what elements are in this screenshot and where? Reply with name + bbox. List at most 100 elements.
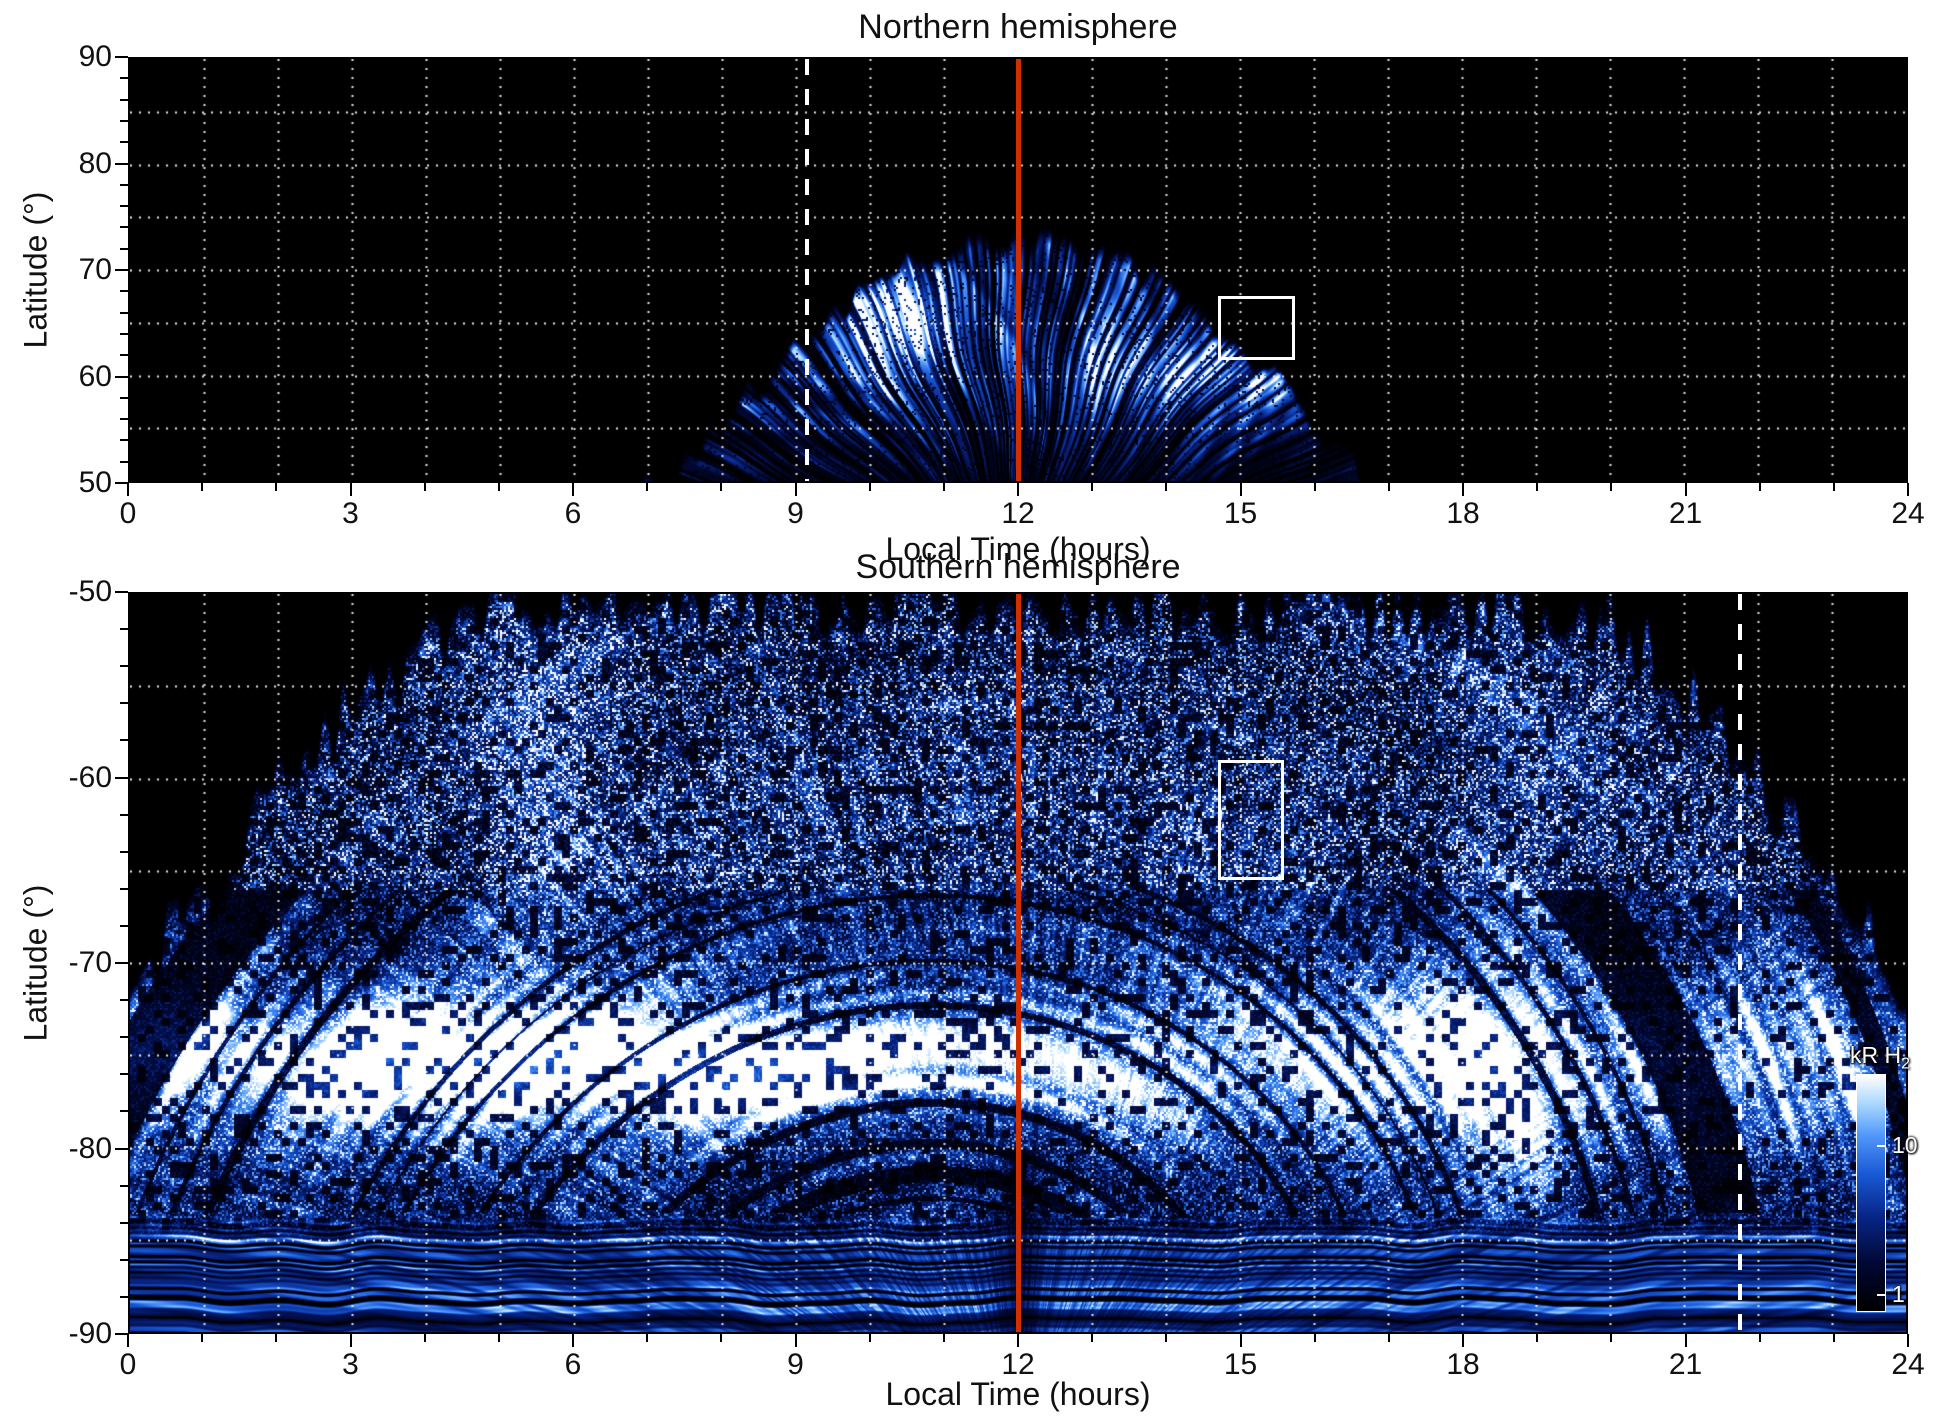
x-tick-north bbox=[1091, 483, 1094, 491]
x-tick-north bbox=[497, 483, 500, 491]
y-tick-north bbox=[120, 205, 128, 208]
y-tick-south bbox=[120, 1110, 128, 1113]
x-tick-north bbox=[1462, 483, 1464, 496]
x-tick-north bbox=[572, 483, 574, 496]
x-tick-label-north: 24 bbox=[1891, 497, 1925, 530]
x-tick-north bbox=[1387, 483, 1390, 491]
y-tick-north bbox=[120, 183, 128, 186]
y-tick-north bbox=[120, 247, 128, 250]
x-tick-south bbox=[1387, 1334, 1390, 1342]
x-tick-south bbox=[1239, 1334, 1242, 1347]
x-tick-south bbox=[1165, 1334, 1168, 1342]
x-tick-north bbox=[794, 483, 797, 496]
y-tick-south bbox=[115, 1147, 128, 1150]
x-tick-north bbox=[349, 483, 352, 496]
x-tick-north bbox=[1313, 483, 1316, 491]
x-tick-south bbox=[1684, 1334, 1687, 1347]
x-tick-north bbox=[868, 483, 871, 491]
x-tick-label-north: 15 bbox=[1223, 497, 1258, 530]
y-tick-label-north: 70 bbox=[78, 253, 112, 286]
x-tick-north bbox=[1017, 483, 1019, 496]
x-tick-label-north: 9 bbox=[787, 497, 804, 530]
colorbar-tick bbox=[1877, 1294, 1885, 1297]
x-tick-north bbox=[127, 483, 129, 496]
x-tick-north bbox=[720, 483, 723, 491]
y-tick-label-south: -50 bbox=[68, 575, 112, 608]
y-tick-north bbox=[115, 56, 128, 58]
y-tick-south bbox=[115, 1333, 128, 1335]
x-tick-label-north: 3 bbox=[342, 497, 359, 530]
x-tick-north bbox=[1239, 483, 1242, 496]
south-x-axis-label: Local Time (hours) bbox=[885, 1376, 1151, 1412]
x-tick-south bbox=[1758, 1334, 1761, 1342]
x-tick-north bbox=[201, 483, 204, 491]
x-tick-south bbox=[349, 1334, 352, 1347]
colorbar-tick bbox=[1877, 1144, 1885, 1147]
x-tick-north bbox=[1684, 483, 1687, 496]
x-tick-south bbox=[646, 1334, 649, 1342]
x-tick-south bbox=[1610, 1334, 1613, 1342]
y-tick-south bbox=[120, 702, 128, 705]
south-plot-area bbox=[128, 592, 1908, 1334]
y-tick-label-north: 90 bbox=[78, 40, 112, 73]
x-tick-label-south: 12 bbox=[1001, 1348, 1035, 1381]
y-tick-north bbox=[120, 396, 128, 399]
y-tick-south bbox=[120, 739, 128, 742]
x-tick-south bbox=[423, 1334, 426, 1342]
south-noon-line bbox=[1015, 594, 1021, 1332]
y-tick-north bbox=[120, 141, 128, 144]
colorbar-gradient bbox=[1856, 1074, 1886, 1312]
y-tick-south bbox=[115, 962, 128, 964]
x-tick-north bbox=[1165, 483, 1168, 491]
x-tick-south bbox=[1832, 1334, 1835, 1342]
x-tick-south bbox=[1091, 1334, 1094, 1342]
south-dashed-marker-line bbox=[1737, 594, 1742, 1332]
x-tick-north bbox=[1758, 483, 1761, 491]
x-tick-label-south: 0 bbox=[119, 1348, 137, 1381]
y-tick-south bbox=[120, 887, 128, 890]
y-tick-label-south: -80 bbox=[68, 1131, 112, 1165]
y-tick-label-north: 80 bbox=[78, 146, 112, 180]
colorbar-label-subscript: 2 bbox=[1901, 1055, 1911, 1073]
x-tick-label-north: 0 bbox=[119, 497, 137, 530]
y-tick-north bbox=[120, 77, 128, 80]
x-tick-label-south: 9 bbox=[787, 1348, 804, 1381]
x-tick-label-south: 6 bbox=[564, 1348, 582, 1381]
colorbar-tick-label: 10 bbox=[1892, 1131, 1918, 1158]
x-tick-south bbox=[1907, 1334, 1909, 1347]
north-noon-line bbox=[1015, 59, 1021, 481]
x-tick-south bbox=[201, 1334, 204, 1342]
x-tick-label-south: 18 bbox=[1446, 1348, 1480, 1381]
x-tick-south bbox=[497, 1334, 500, 1342]
x-tick-label-north: 21 bbox=[1668, 497, 1703, 530]
y-tick-south bbox=[115, 776, 128, 779]
north-dashed-marker-line bbox=[805, 59, 810, 481]
y-tick-south bbox=[120, 628, 128, 631]
y-tick-label-south: -70 bbox=[68, 946, 112, 979]
y-tick-north bbox=[115, 269, 128, 271]
y-tick-south bbox=[120, 813, 128, 816]
y-tick-south bbox=[120, 1184, 128, 1187]
y-tick-south bbox=[120, 850, 128, 853]
x-tick-north bbox=[646, 483, 649, 491]
y-tick-label-south: -60 bbox=[68, 760, 112, 794]
x-tick-label-south: 15 bbox=[1223, 1348, 1258, 1381]
y-tick-north bbox=[120, 439, 128, 442]
y-tick-north bbox=[120, 332, 128, 335]
y-tick-north bbox=[115, 162, 128, 165]
x-tick-north bbox=[1907, 483, 1909, 496]
y-tick-north bbox=[120, 226, 128, 229]
y-tick-north bbox=[120, 460, 128, 463]
north-x-axis-label: Local Time (hours) bbox=[885, 531, 1151, 567]
x-tick-label-south: 3 bbox=[342, 1348, 359, 1381]
north-plot-area bbox=[128, 57, 1908, 483]
x-tick-label-north: 6 bbox=[564, 497, 582, 530]
y-tick-north bbox=[115, 482, 128, 484]
x-tick-label-north: 12 bbox=[1001, 497, 1035, 530]
south-title: Southern hemisphere bbox=[855, 548, 1181, 586]
y-tick-south bbox=[120, 1258, 128, 1261]
y-tick-label-north: 50 bbox=[78, 466, 112, 499]
y-tick-south bbox=[120, 999, 128, 1002]
x-tick-north bbox=[1536, 483, 1539, 491]
